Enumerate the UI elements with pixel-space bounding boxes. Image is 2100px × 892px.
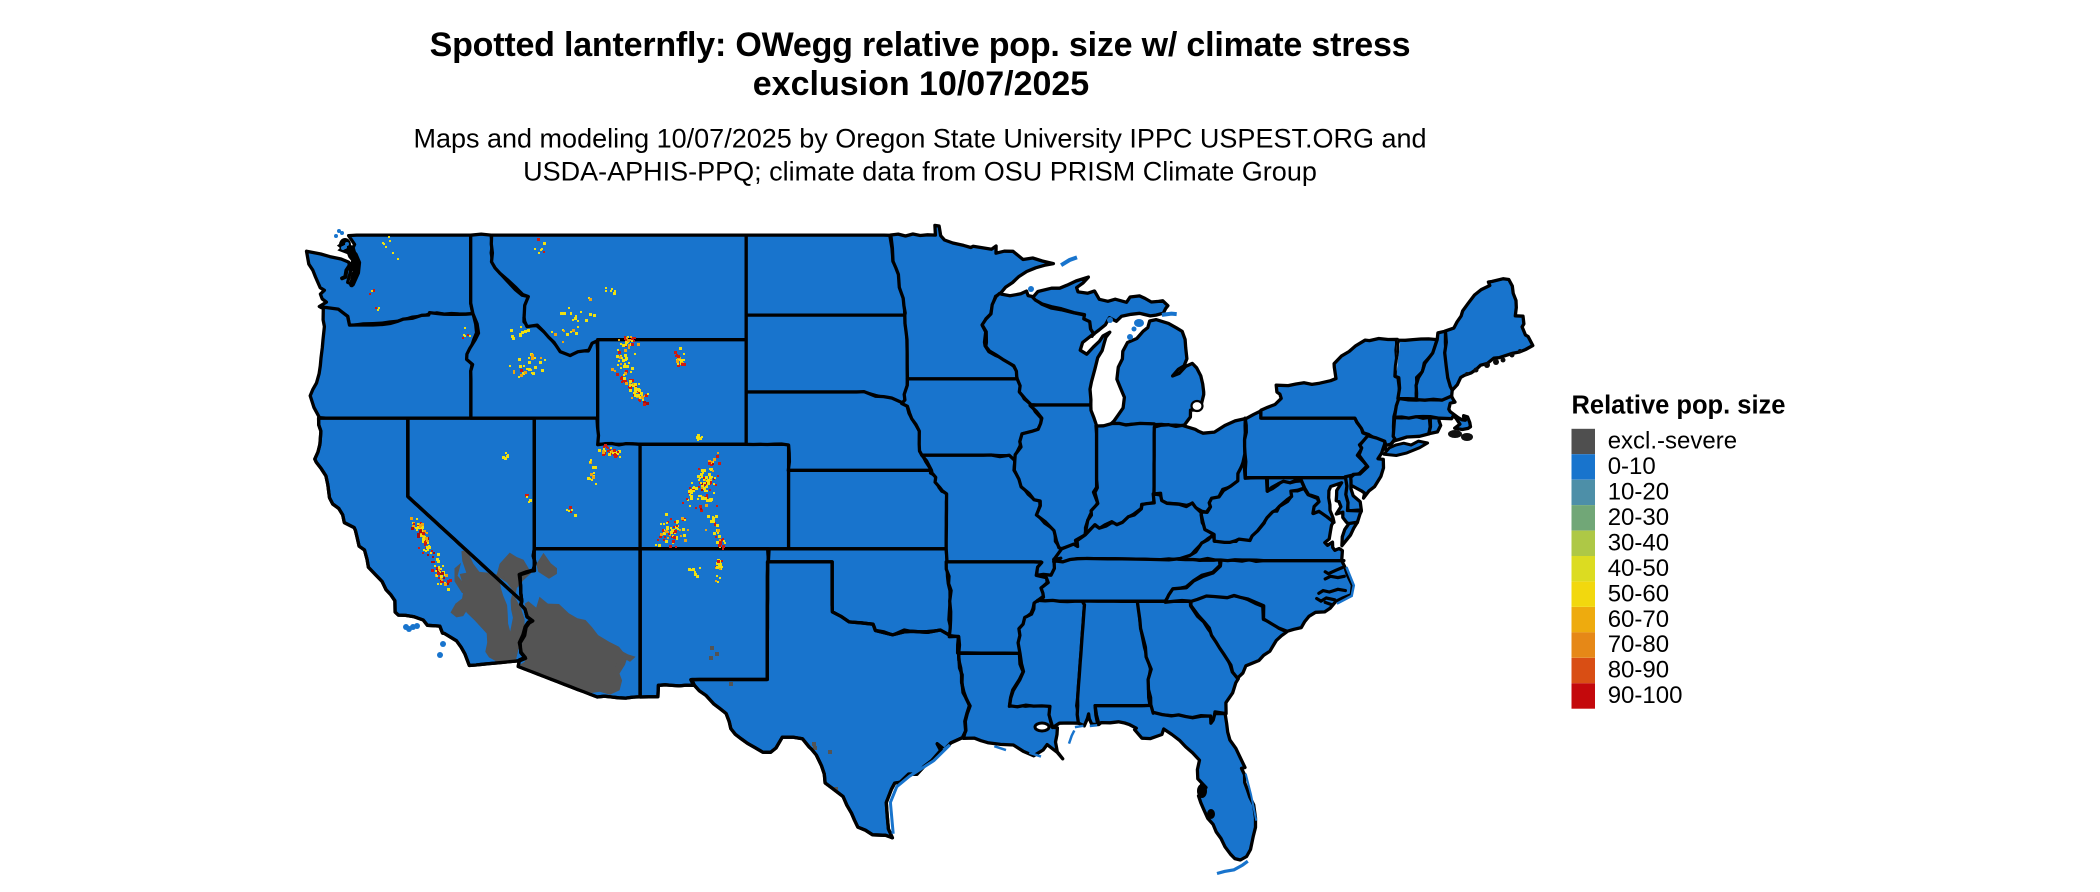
svg-text:70-80: 70-80: [1608, 631, 1669, 658]
svg-text:Spotted lanternfly: OWegg rela: Spotted lanternfly: OWegg relative pop. …: [430, 26, 1411, 64]
svg-text:30-40: 30-40: [1608, 529, 1669, 556]
svg-text:90-100: 90-100: [1608, 682, 1683, 709]
svg-text:0-10: 0-10: [1608, 453, 1656, 480]
svg-text:40-50: 40-50: [1608, 555, 1669, 582]
svg-text:exclusion 10/07/2025: exclusion 10/07/2025: [753, 65, 1089, 103]
svg-text:USDA-APHIS-PPQ; climate data f: USDA-APHIS-PPQ; climate data from OSU PR…: [523, 157, 1317, 187]
svg-text:60-70: 60-70: [1608, 606, 1669, 633]
svg-text:50-60: 50-60: [1608, 580, 1669, 607]
svg-text:Maps and modeling 10/07/2025 b: Maps and modeling 10/07/2025 by Oregon S…: [413, 123, 1426, 153]
svg-text:Relative pop. size: Relative pop. size: [1572, 392, 1786, 420]
svg-text:80-90: 80-90: [1608, 657, 1669, 684]
svg-text:excl.-severe: excl.-severe: [1608, 428, 1737, 455]
svg-text:10-20: 10-20: [1608, 479, 1669, 506]
svg-text:20-30: 20-30: [1608, 504, 1669, 531]
